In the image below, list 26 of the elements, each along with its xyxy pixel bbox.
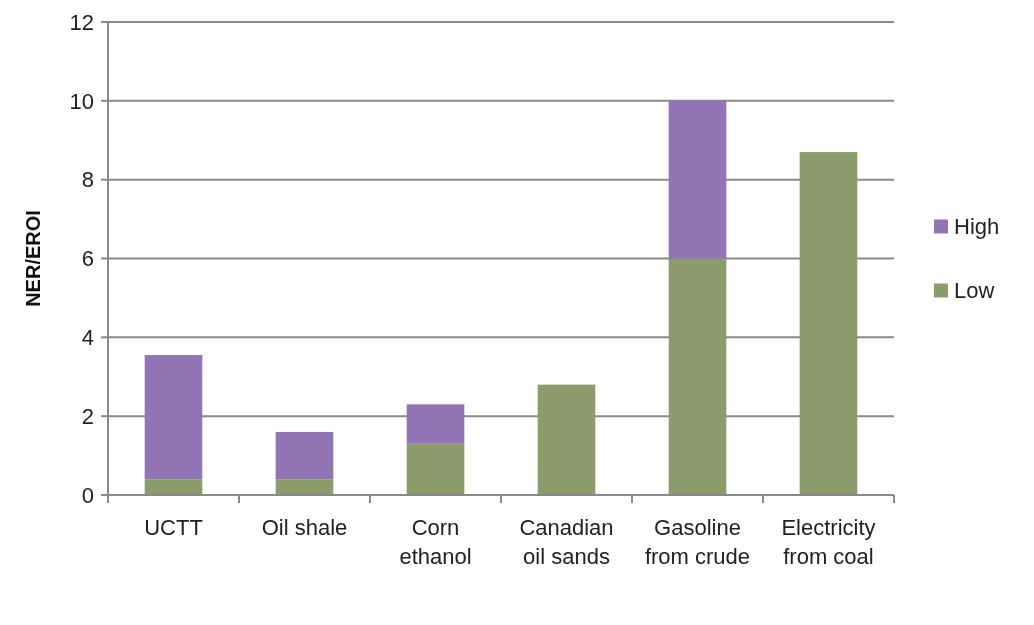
y-tick-label: 0 [81,482,94,508]
x-tick-label: Canadian oil sands [519,515,614,569]
y-axis-title: NER/EROI [22,210,44,307]
y-tick-label: 8 [81,167,94,193]
bar [537,384,596,495]
y-tick-label: 4 [81,325,94,351]
x-tick-label: Electricity from coal [781,515,876,569]
x-tick-label: Gasoline from crude [644,515,751,569]
bar [799,152,858,495]
bar [144,479,203,495]
legend-label: High [954,214,1000,240]
bar [144,355,203,480]
legend-label: Low [954,278,995,304]
bar [275,431,334,480]
bar [406,404,465,444]
y-tick-label: 2 [81,403,94,429]
y-tick-label: 12 [69,9,94,35]
bar [668,258,727,495]
bar [275,479,334,495]
x-tick-label: Corn ethanol [399,515,472,569]
x-tick-label: Oil shale [261,515,348,540]
bar [406,443,465,495]
bar [668,100,727,259]
y-tick-label: 10 [69,88,94,114]
y-tick-label: 6 [81,246,94,272]
x-tick-label: UCTT [144,515,203,540]
